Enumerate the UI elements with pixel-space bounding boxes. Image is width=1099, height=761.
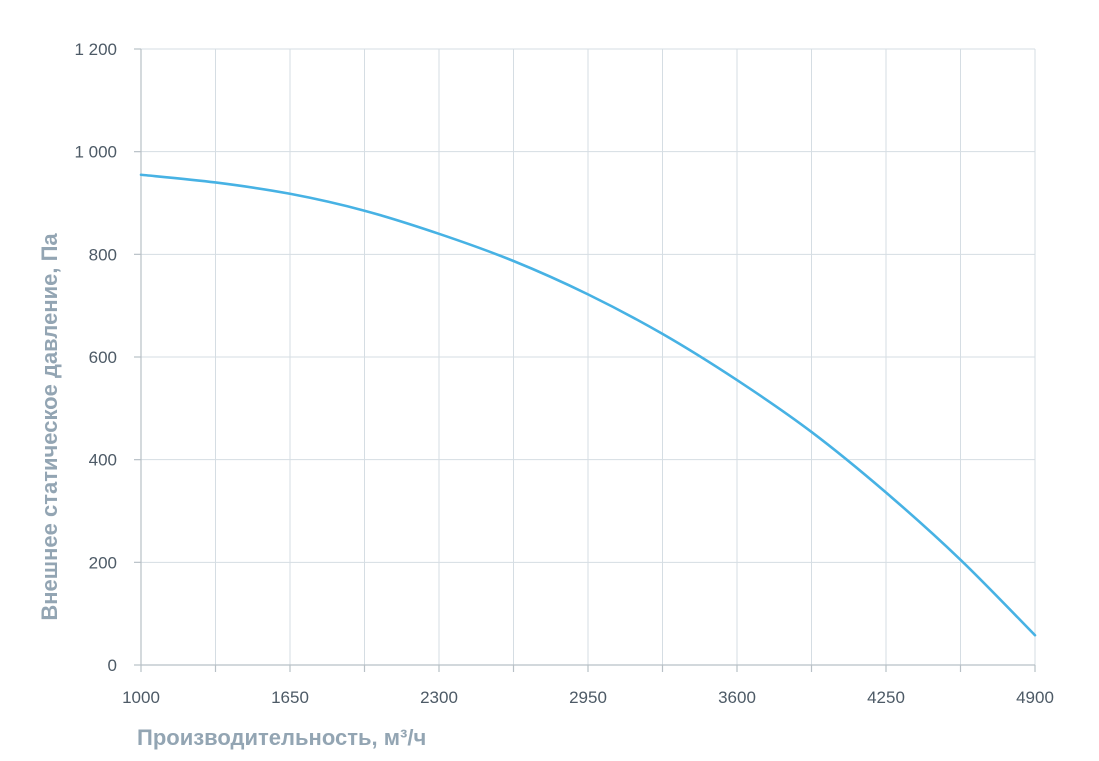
x-tick-label: 1650 (271, 688, 309, 707)
y-tick-label: 0 (108, 656, 117, 675)
x-tick-label: 2300 (420, 688, 458, 707)
x-tick-label: 4250 (867, 688, 905, 707)
series-layer (139, 173, 1037, 637)
x-tick-label: 2950 (569, 688, 607, 707)
series-line (139, 173, 1037, 637)
axes (134, 48, 1036, 672)
y-axis-title: Внешнее статическое давление, Па (37, 233, 62, 621)
x-tick-label: 3600 (718, 688, 756, 707)
x-tick-label: 4900 (1016, 688, 1054, 707)
x-tick-label: 1000 (122, 688, 160, 707)
y-tick-label: 600 (89, 348, 117, 367)
y-tick-label: 400 (89, 451, 117, 470)
y-tick-label: 800 (89, 245, 117, 264)
y-tick-label: 1 000 (74, 143, 117, 162)
grid (141, 48, 1036, 665)
x-axis-title: Производительность, м³/ч (137, 725, 426, 750)
y-tick-label: 200 (89, 553, 117, 572)
y-tick-label: 1 200 (74, 40, 117, 59)
